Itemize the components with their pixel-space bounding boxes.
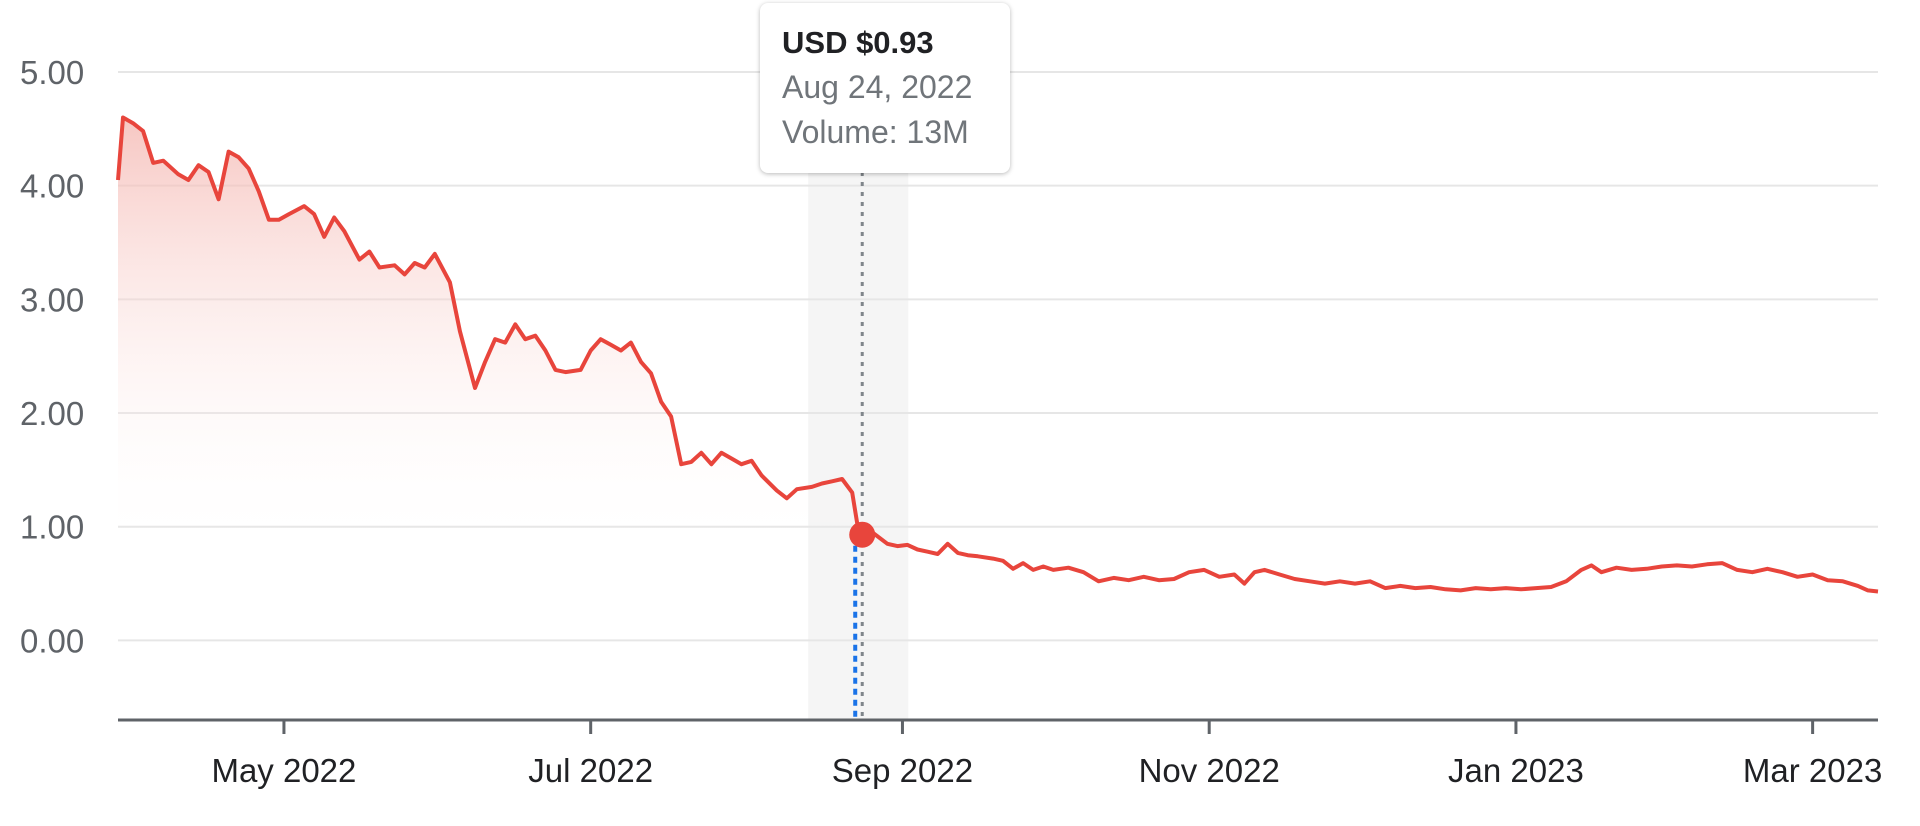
tooltip-volume-label: Volume:: [782, 114, 898, 150]
x-tick-label: Mar 2023: [1743, 752, 1882, 789]
y-axis-labels: 5.00 4.00 3.00 2.00 1.00 0.00: [20, 54, 84, 659]
tooltip-price: USD $0.93: [782, 25, 934, 60]
y-tick-label: 2.00: [20, 395, 84, 432]
tooltip-volume: Volume: 13M: [782, 110, 988, 155]
y-tick-label: 5.00: [20, 54, 84, 91]
price-line: [116, 115, 1879, 594]
x-axis-ticks: May 2022 Jul 2022 Sep 2022 Nov 2022 Jan 2023…: [211, 720, 1882, 789]
tooltip-date: Aug 24, 2022: [782, 69, 973, 105]
y-tick-label: 0.00: [20, 622, 84, 659]
y-tick-label: 4.00: [20, 168, 84, 205]
x-tick-label: Nov 2022: [1139, 752, 1280, 789]
y-tick-label: 1.00: [20, 509, 84, 546]
hover-point[interactable]: [849, 521, 876, 548]
x-tick-label: May 2022: [211, 752, 356, 789]
tooltip-volume-value: 13M: [906, 114, 969, 150]
x-tick-label: Sep 2022: [832, 752, 973, 789]
y-tick-label: 3.00: [20, 281, 84, 318]
x-tick-label: Jul 2022: [528, 752, 653, 789]
price-area-fill: [118, 117, 1878, 720]
price-tooltip: USD $0.93 Aug 24, 2022 Volume: 13M: [760, 3, 1010, 173]
x-tick-label: Jan 2023: [1448, 752, 1584, 789]
